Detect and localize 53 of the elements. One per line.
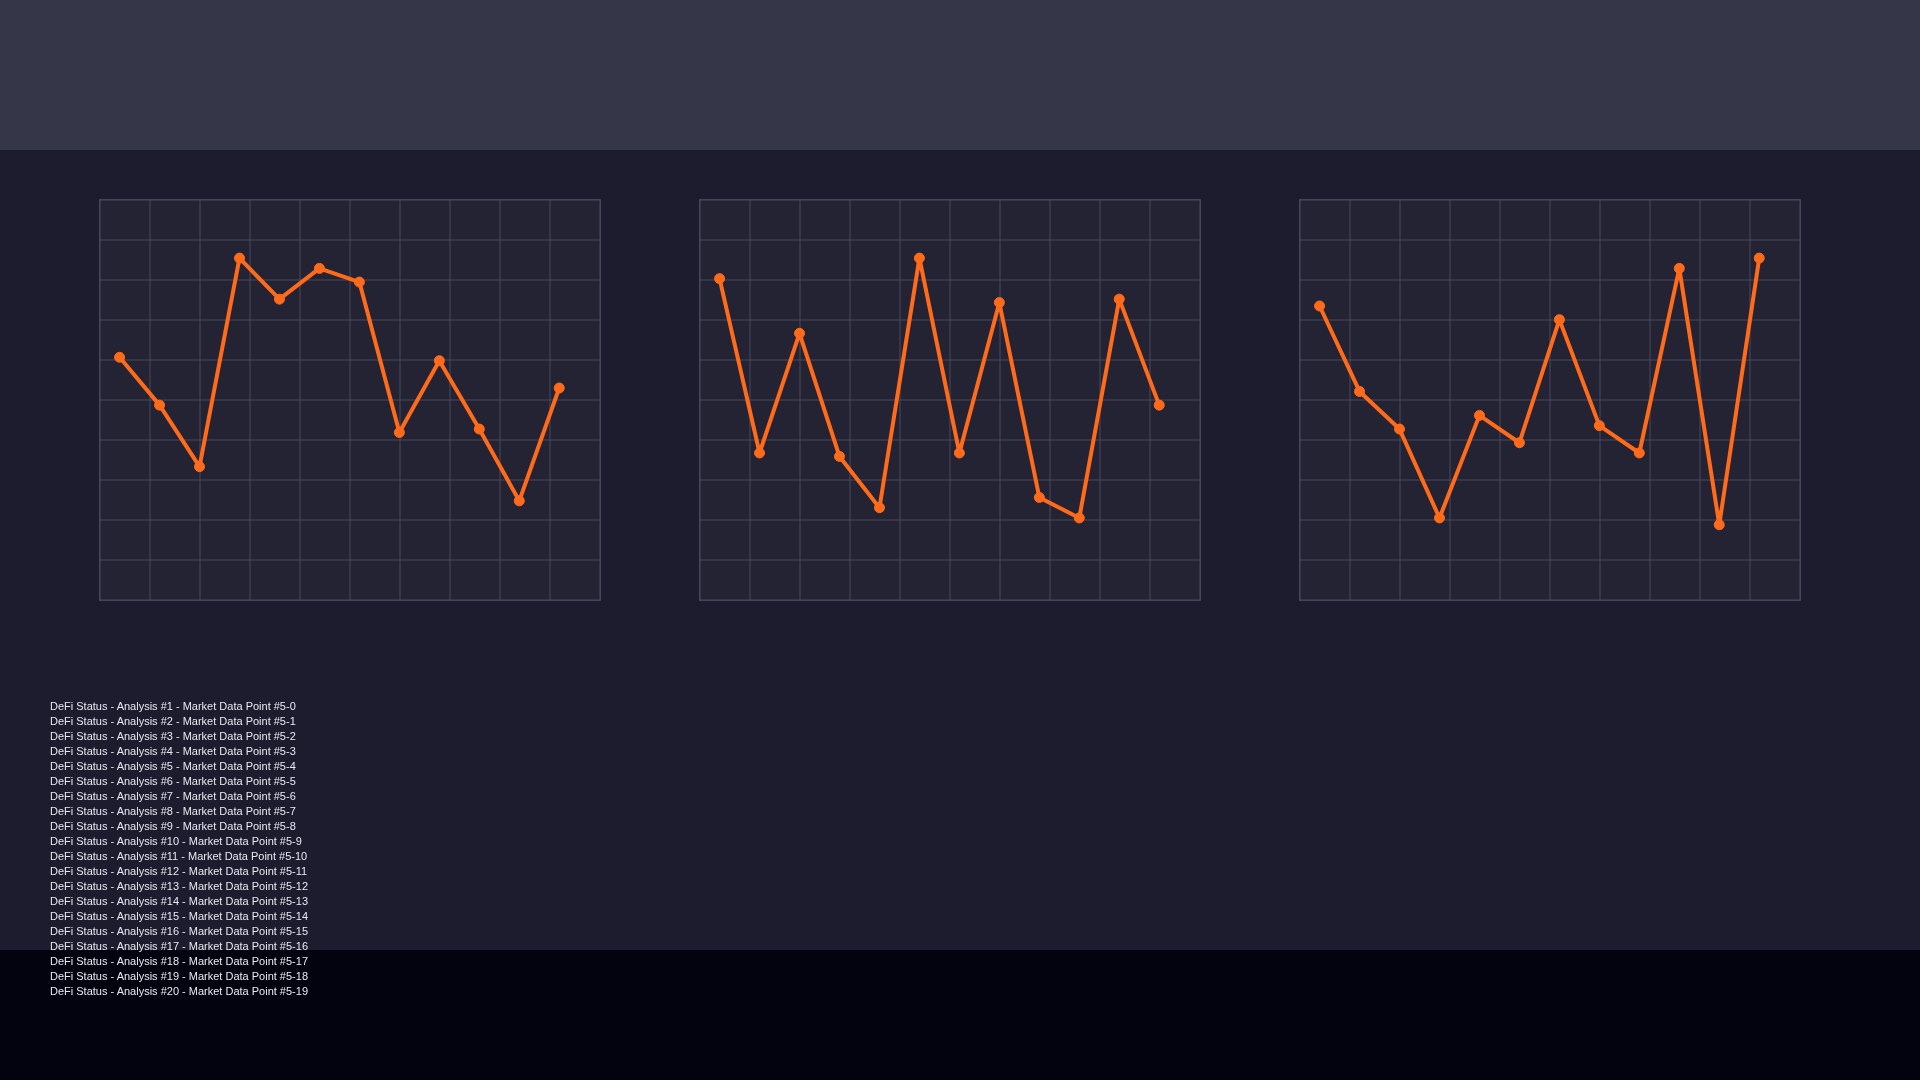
- text: DeFi Status - Analysis #12 - Market Data Point #5-11: [50, 864, 309, 879]
- point: [1673, 262, 1685, 274]
- point: [873, 502, 885, 514]
- point: [1753, 252, 1765, 264]
- point: [1513, 437, 1525, 449]
- text: DeFi Status - Analysis #2 - Market Data Point #5-1: [50, 714, 297, 729]
- text: DeFi Status - Analysis #14 - Market Data Point #5-13: [50, 894, 309, 909]
- text: DeFi Status - Analysis #8 - Market Data Point #5-7: [50, 804, 297, 819]
- text: DeFi Status - Analysis #9 - Market Data Point #5-8: [50, 819, 297, 834]
- text: DeFi Status - Analysis #1 - Market Data Point #5-0: [50, 699, 297, 714]
- point: [1473, 409, 1485, 421]
- point: [754, 447, 766, 459]
- text: DeFi Status - Analysis #19 - Market Data Point #5-18: [50, 969, 309, 984]
- text: DeFi Status - Analysis #17 - Market Data Point #5-16: [50, 939, 309, 954]
- point: [154, 399, 166, 411]
- point: [794, 327, 806, 339]
- point: [1593, 420, 1605, 432]
- point: [1113, 293, 1125, 305]
- point: [1314, 300, 1326, 312]
- text: DeFi Status - Analysis #6 - Market Data Point #5-5: [50, 774, 297, 789]
- point: [714, 273, 726, 285]
- point: [1033, 491, 1045, 503]
- point: [1713, 519, 1725, 531]
- text: DeFi Status - Analysis #15 - Market Data Point #5-14: [50, 909, 309, 924]
- point: [233, 252, 245, 264]
- point: [114, 351, 126, 363]
- point: [1633, 447, 1645, 459]
- point: [1394, 423, 1406, 435]
- point: [353, 276, 365, 288]
- point: [553, 382, 565, 394]
- point: [1073, 512, 1085, 524]
- point: [473, 423, 485, 435]
- point: [1433, 512, 1445, 524]
- text: DeFi Status - Analysis #18 - Market Data Point #5-17: [50, 954, 309, 969]
- point: [833, 450, 845, 462]
- text: DeFi Status - Analysis #16 - Market Data Point #5-15: [50, 924, 309, 939]
- point: [433, 355, 445, 367]
- text: DeFi Status - Analysis #20 - Market Data Point #5-19: [50, 984, 309, 999]
- text: DeFi Status - Analysis #3 - Market Data Point #5-2: [50, 729, 297, 744]
- point: [953, 447, 965, 459]
- text: DeFi Status - Analysis #10 - Market Data Point #5-9: [50, 834, 303, 849]
- text: DeFi Status - Analysis #11 - Market Data Point #5-10: [50, 849, 309, 864]
- text: DeFi Status - Analysis #7 - Market Data Point #5-6: [50, 789, 297, 804]
- point: [273, 293, 285, 305]
- point: [513, 495, 525, 507]
- point: [1153, 399, 1165, 411]
- text: DeFi Status - Analysis #13 - Market Data Point #5-12: [50, 879, 309, 894]
- text: DeFi Status - Analysis #4 - Market Data Point #5-3: [50, 744, 297, 759]
- point: [913, 252, 925, 264]
- point: [1354, 385, 1366, 397]
- text: DeFi Status - Analysis #5 - Market Data Point #5-4: [50, 759, 297, 774]
- point: [194, 461, 206, 473]
- point: [313, 262, 325, 274]
